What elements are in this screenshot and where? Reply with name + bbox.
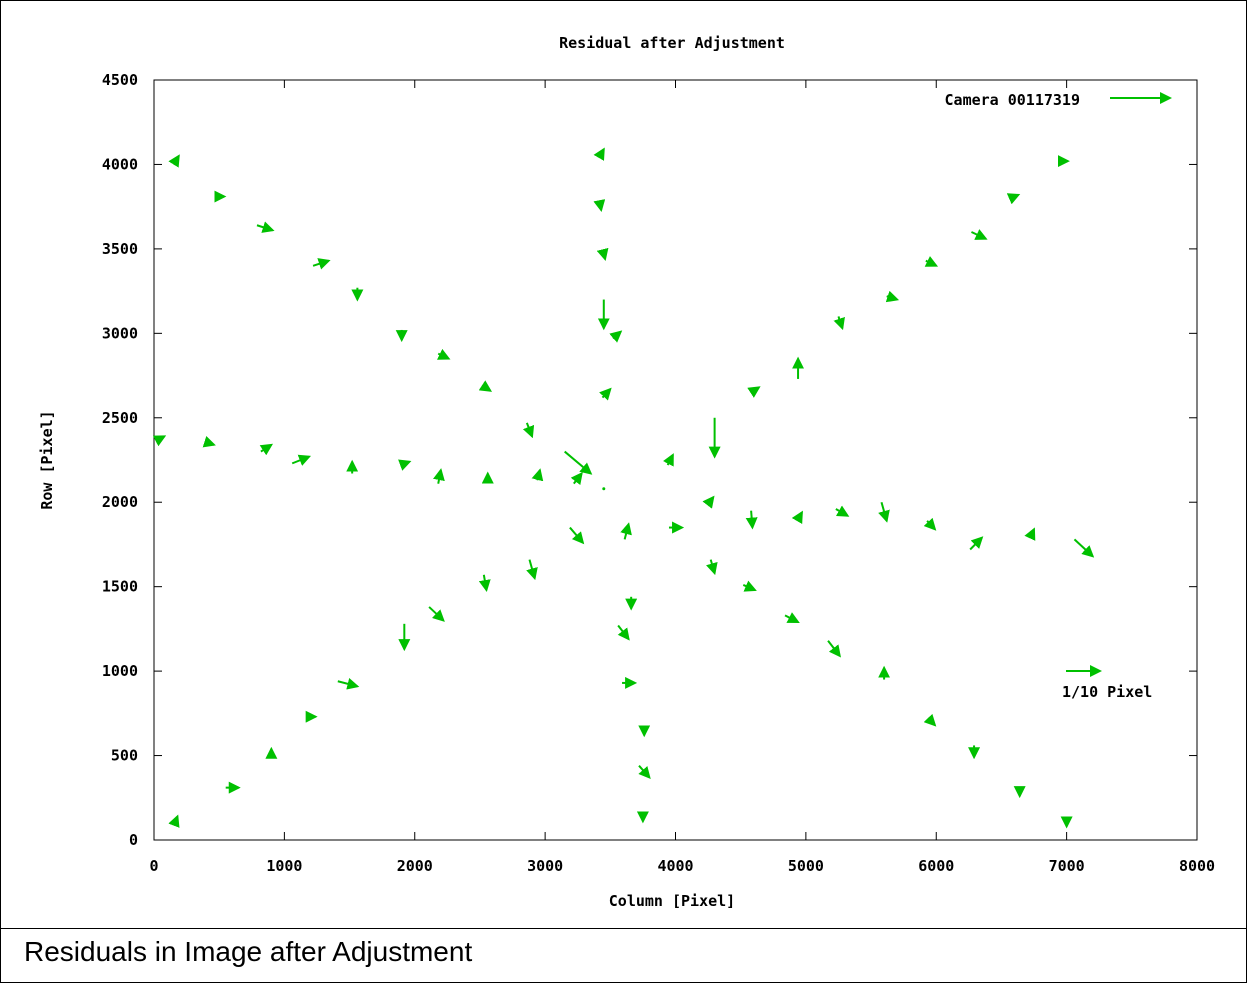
residual-vector	[312, 258, 331, 270]
residual-vector	[969, 536, 984, 551]
residual-vector	[202, 436, 216, 448]
residual-vector	[569, 526, 585, 545]
residual-vector	[478, 380, 493, 392]
residual-vector	[662, 453, 674, 467]
residual-vector	[609, 330, 623, 343]
residual-vector	[638, 765, 651, 780]
residual-vector	[784, 612, 800, 624]
residual-vector	[923, 713, 937, 727]
y-tick-label: 500	[111, 747, 138, 765]
x-tick-label: 0	[149, 857, 158, 875]
residual-vector	[835, 505, 850, 517]
x-tick-label: 3000	[527, 857, 563, 875]
legend-label: Camera 00117319	[945, 91, 1080, 109]
residual-vector	[1006, 193, 1021, 205]
residual-vector	[291, 454, 312, 466]
y-tick-label: 4000	[102, 155, 138, 173]
x-tick-label: 4000	[657, 857, 693, 875]
residual-vector	[259, 443, 274, 456]
residual-vector	[599, 387, 612, 401]
residual-vector	[564, 450, 593, 475]
residual-vectors	[152, 147, 1095, 829]
chart-svg: 0 1000 2000 3000 4000 5000 6000 7000 8000 0 500 10…	[38, 34, 1215, 910]
x-tick-label: 2000	[397, 857, 433, 875]
residual-vector	[878, 501, 890, 523]
y-tick-label: 0	[129, 831, 138, 849]
residual-vector	[428, 606, 445, 622]
residual-vector	[747, 386, 761, 398]
residual-vector	[433, 468, 445, 484]
residual-vector	[833, 316, 845, 331]
residual-vector	[791, 510, 803, 525]
residual-vector	[923, 517, 937, 531]
residual-vector	[971, 229, 988, 240]
residual-vector	[885, 290, 900, 303]
plot-border	[153, 79, 1198, 841]
residual-vector	[168, 154, 180, 168]
y-tick-label: 2500	[102, 409, 138, 427]
y-tick-label: 1500	[102, 578, 138, 596]
residual-vector	[152, 435, 167, 447]
chart-title: Residual after Adjustment	[559, 34, 785, 52]
y-axis-label: Row [Pixel]	[38, 410, 56, 509]
residual-vector	[593, 147, 605, 161]
y-tick-label: 1000	[102, 662, 138, 680]
residual-vector	[522, 422, 535, 439]
residual-vector	[596, 247, 609, 261]
x-tick-label: 5000	[788, 857, 824, 875]
residual-vector	[478, 574, 491, 593]
residual-vector	[437, 348, 451, 360]
residual-vector	[398, 459, 412, 471]
residual-vector	[702, 495, 715, 509]
residual-vector	[617, 624, 630, 641]
residual-vector	[526, 559, 538, 581]
residual-vector	[924, 256, 939, 267]
y-axis-ticks: 0 500 1000 1500 2000 2500 3000 3500 4000 4500	[102, 71, 1197, 849]
residual-vector	[1024, 527, 1036, 541]
x-tick-label: 7000	[1049, 857, 1085, 875]
caption-divider	[0, 928, 1247, 929]
y-tick-label: 4500	[102, 71, 138, 89]
residual-vector	[827, 640, 841, 658]
x-axis-label: Column [Pixel]	[609, 892, 735, 910]
residual-vector	[706, 559, 718, 576]
scale-label: 1/10 Pixel	[1062, 683, 1152, 701]
residual-vector	[593, 199, 606, 213]
residual-vector	[745, 510, 758, 530]
residual-vector	[1073, 538, 1095, 558]
x-tick-label: 8000	[1179, 857, 1215, 875]
residual-vector	[742, 580, 757, 592]
residual-vector	[531, 468, 544, 482]
y-tick-label: 3500	[102, 240, 138, 258]
residual-vector	[620, 522, 632, 540]
chart: 0 1000 2000 3000 4000 5000 6000 7000 8000 0 500 10…	[38, 34, 1215, 910]
residual-vector	[168, 814, 180, 828]
residual-vector	[337, 677, 360, 690]
x-tick-label: 1000	[266, 857, 302, 875]
x-axis-ticks: 0 1000 2000 3000 4000 5000 6000 7000 8000	[149, 80, 1215, 875]
residual-vector	[570, 471, 583, 486]
figure-caption: Residuals in Image after Adjustment	[24, 936, 473, 967]
y-tick-label: 2000	[102, 493, 138, 511]
y-tick-label: 3000	[102, 324, 138, 342]
residual-vector	[256, 221, 275, 233]
x-tick-label: 6000	[918, 857, 954, 875]
residual-vector	[602, 487, 606, 491]
